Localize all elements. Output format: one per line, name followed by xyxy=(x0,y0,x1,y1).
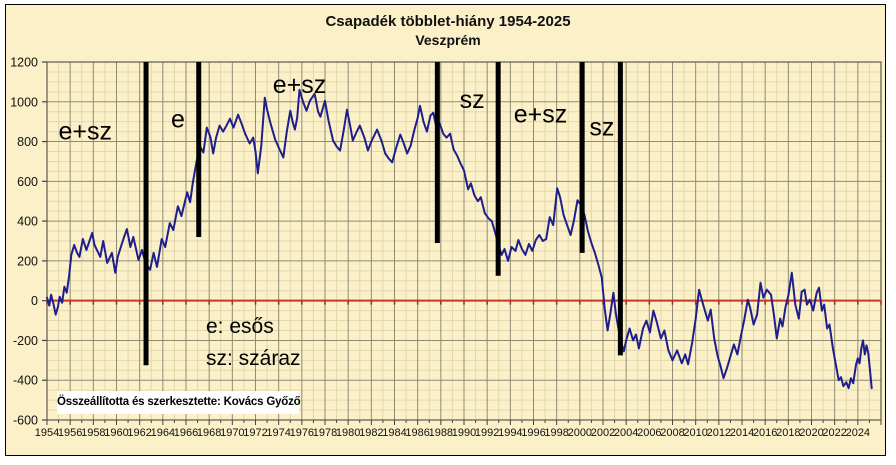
x-tick-label: 1986 xyxy=(405,427,429,439)
x-tick-label: 1982 xyxy=(359,427,383,439)
y-tick-label: -600 xyxy=(13,414,38,428)
x-tick-label: 1970 xyxy=(220,427,244,439)
y-tick-label: 800 xyxy=(17,135,38,149)
x-tick-label: 2000 xyxy=(568,427,592,439)
x-tick-label: 1998 xyxy=(544,427,568,439)
period-label: sz xyxy=(589,114,614,142)
y-tick-label: 0 xyxy=(31,294,38,308)
y-tick-label: -400 xyxy=(13,374,38,388)
x-tick-label: 2016 xyxy=(753,427,777,439)
x-tick-label: 2020 xyxy=(799,427,823,439)
period-label: e+sz xyxy=(514,101,568,129)
x-tick-label: 1992 xyxy=(475,427,499,439)
x-tick-label: 1996 xyxy=(521,427,545,439)
x-tick-label: 1972 xyxy=(243,427,267,439)
x-tick-label: 2014 xyxy=(730,427,754,439)
period-label: sz xyxy=(460,86,485,114)
period-label: e+sz xyxy=(58,118,112,146)
x-tick-label: 1960 xyxy=(104,427,128,439)
x-tick-label: 2012 xyxy=(707,427,731,439)
x-tick-label: 1964 xyxy=(151,427,175,439)
attribution-box: Összeállította és szerkesztette: Kovács … xyxy=(57,391,301,414)
x-tick-label: 1966 xyxy=(174,427,198,439)
x-tick-label: 2004 xyxy=(614,427,638,439)
x-tick-label: 2010 xyxy=(683,427,707,439)
x-tick-label: 2018 xyxy=(776,427,800,439)
x-tick-label: 1962 xyxy=(127,427,151,439)
x-tick-label: 2002 xyxy=(591,427,615,439)
legend: e: esős sz: száraz xyxy=(206,311,301,375)
x-tick-label: 1990 xyxy=(452,427,476,439)
legend-line-rainy: e: esős xyxy=(206,315,274,338)
x-tick-label: 1980 xyxy=(336,427,360,439)
y-tick-label: 200 xyxy=(17,254,38,268)
x-tick-label: 1976 xyxy=(290,427,314,439)
y-tick-label: 1200 xyxy=(10,56,38,70)
series-line xyxy=(46,88,873,390)
x-tick-label: 1994 xyxy=(498,427,522,439)
x-tick-label: 1954 xyxy=(35,427,59,439)
x-tick-label: 2024 xyxy=(846,427,870,439)
x-tick-label: 2008 xyxy=(660,427,684,439)
x-tick-label: 1958 xyxy=(81,427,105,439)
x-tick-label: 2022 xyxy=(822,427,846,439)
x-tick-label: 1956 xyxy=(58,427,82,439)
period-label: e+sz xyxy=(273,71,327,99)
x-tick-label: 1974 xyxy=(266,427,290,439)
y-tick-label: 400 xyxy=(17,215,38,229)
period-label: e xyxy=(171,106,185,134)
chart-title: Csapadék többlet-hiány 1954-2025 xyxy=(325,13,571,30)
y-tick-label: -200 xyxy=(13,334,38,348)
y-tick-label: 1000 xyxy=(10,95,38,109)
x-tick-label: 2006 xyxy=(637,427,661,439)
y-tick-label: 600 xyxy=(17,175,38,189)
chart-title-block: Csapadék többlet-hiány 1954-2025 Veszpré… xyxy=(0,13,896,49)
x-tick-label: 1978 xyxy=(313,427,337,439)
x-tick-label: 1984 xyxy=(382,427,406,439)
x-tick-label: 1968 xyxy=(197,427,221,439)
x-tick-label: 1988 xyxy=(429,427,453,439)
legend-line-dry: sz: száraz xyxy=(206,347,301,370)
chart-subtitle: Veszprém xyxy=(415,32,481,48)
